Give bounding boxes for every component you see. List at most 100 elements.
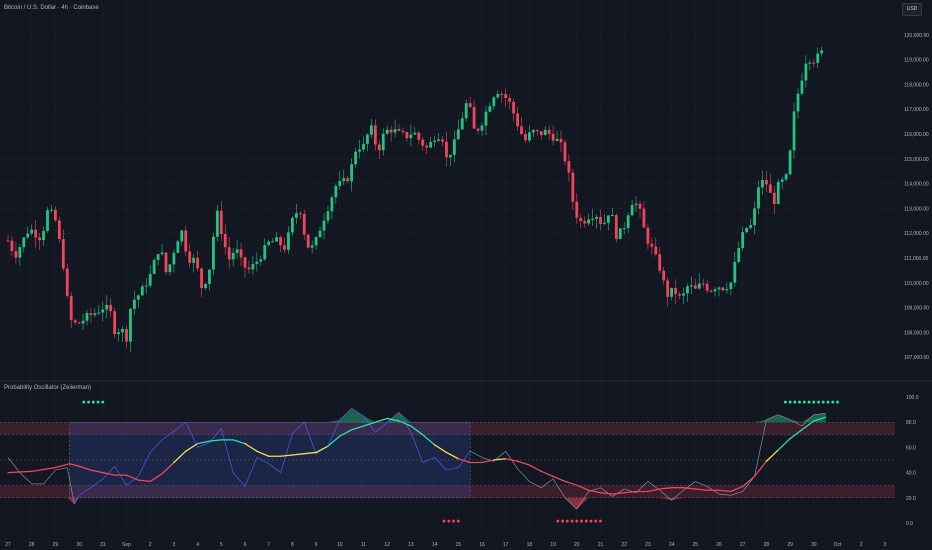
overbought-dot <box>788 400 792 404</box>
oscillator-axis[interactable]: 100.0 80.0 60.0 40.0 20.0 0.0 <box>906 395 919 527</box>
candle-body <box>468 103 472 107</box>
candle-body <box>701 283 705 285</box>
candle-body <box>567 161 571 173</box>
overbought-dot <box>91 400 95 404</box>
time-axis-label: 3 <box>884 542 887 548</box>
signal-line-segment <box>457 458 471 464</box>
symbol-title[interactable]: Bitcoin / U.S. Dollar · 4h · Coinbase <box>4 5 99 11</box>
probability-line-segment <box>766 414 779 421</box>
signal-line-segment <box>350 425 365 431</box>
overbought-dot <box>812 400 816 404</box>
candle-body <box>239 249 243 258</box>
time-axis[interactable]: 27 28 29 30 31 Sep 2 3 4 5 6 7 8 9 10 11 12 13 14 15 16 17 18 1… <box>5 542 886 548</box>
candle-body <box>437 139 440 141</box>
candle-body <box>117 332 120 334</box>
probability-line-segment <box>434 457 447 471</box>
probability-line-segment <box>173 421 186 432</box>
candle-body <box>575 201 579 218</box>
candle-body <box>500 93 504 95</box>
probability-line-segment <box>78 487 92 496</box>
signal-line-segment <box>659 487 673 490</box>
candle-body <box>133 299 136 309</box>
candle-body <box>302 213 306 235</box>
upper-band <box>0 422 895 435</box>
candle-body <box>476 128 480 131</box>
signal-line-segment <box>279 454 294 457</box>
time-axis-label: Sep <box>122 542 131 548</box>
price-axis-label: 113,000.00 <box>904 206 929 212</box>
candle-body <box>279 237 282 246</box>
candle-body <box>686 286 689 294</box>
candle-body <box>298 213 302 215</box>
probability-line-segment <box>339 408 352 420</box>
oversold-dot <box>561 519 564 523</box>
time-axis-label: 10 <box>337 542 343 548</box>
price-axis-label: 120,000.00 <box>904 33 929 39</box>
candle-body <box>204 283 207 289</box>
time-axis-label: 30 <box>76 542 82 548</box>
probability-line-segment <box>718 493 731 496</box>
signal-line-segment <box>433 444 448 454</box>
candle-body <box>215 210 219 237</box>
time-axis-label: 14 <box>432 542 438 548</box>
candle-body <box>200 268 203 289</box>
probability-line-segment <box>659 489 672 501</box>
candle-body <box>227 247 231 260</box>
candle-body <box>160 252 164 255</box>
candle-body <box>212 236 215 270</box>
candle-body <box>725 289 729 291</box>
signal-line-segment <box>505 458 519 462</box>
candle-body <box>235 249 239 253</box>
candle-body <box>113 311 117 334</box>
probability-line-segment <box>813 413 826 416</box>
probability-line-segment <box>161 430 175 441</box>
candle-body <box>346 178 350 182</box>
candle-body <box>354 151 357 165</box>
candle-body <box>97 312 101 314</box>
candles[interactable] <box>6 46 824 352</box>
candle-body <box>765 180 768 185</box>
candle-body <box>61 239 65 269</box>
candle-body <box>373 125 377 145</box>
signal-line-segment <box>137 479 151 483</box>
candle-body <box>583 221 587 224</box>
probability-line-segment <box>66 467 75 505</box>
candle-body <box>196 257 199 269</box>
time-axis-label: Oct <box>834 542 842 548</box>
signal-line-segment <box>611 492 625 495</box>
oscillator-pane <box>0 400 895 523</box>
candle-body <box>761 180 764 188</box>
time-axis-label: 13 <box>408 542 414 548</box>
signal-line-segment <box>196 440 211 445</box>
candle-body <box>792 111 796 151</box>
candle-body <box>77 322 81 324</box>
signal-line-segment <box>552 475 566 483</box>
probability-line-segment <box>541 478 554 488</box>
candle-body <box>306 234 310 248</box>
candle-body <box>38 237 41 241</box>
candle-body <box>622 228 626 230</box>
price-axis-label: 115,000.00 <box>904 157 929 163</box>
candle-body <box>156 254 160 261</box>
candle-body <box>812 62 816 64</box>
candle-body <box>441 139 444 142</box>
indicator-title[interactable]: Probability Oscillator (Zeiierman) <box>4 385 92 391</box>
candle-body <box>721 287 725 291</box>
oversold-dot <box>442 519 446 523</box>
currency-button[interactable]: USD <box>902 3 922 16</box>
time-axis-label: 2 <box>860 542 863 548</box>
signal-line-segment <box>742 475 756 488</box>
oversold-dot <box>556 519 560 523</box>
candle-body <box>512 101 515 114</box>
signal-line-segment <box>445 451 459 460</box>
signal-line-segment <box>386 417 400 422</box>
signal-line-segment <box>516 460 531 466</box>
candle-body <box>433 140 436 142</box>
price-axis-label: 119,000.00 <box>904 58 929 64</box>
candle-body <box>709 290 713 292</box>
time-axis-label: 26 <box>716 542 722 548</box>
signal-line-segment <box>125 474 140 481</box>
price-axis[interactable]: 120,000.00 119,000.00 118,000.00 117,000.00… <box>904 33 929 361</box>
probability-line-segment <box>244 457 258 487</box>
candle-body <box>634 203 638 206</box>
